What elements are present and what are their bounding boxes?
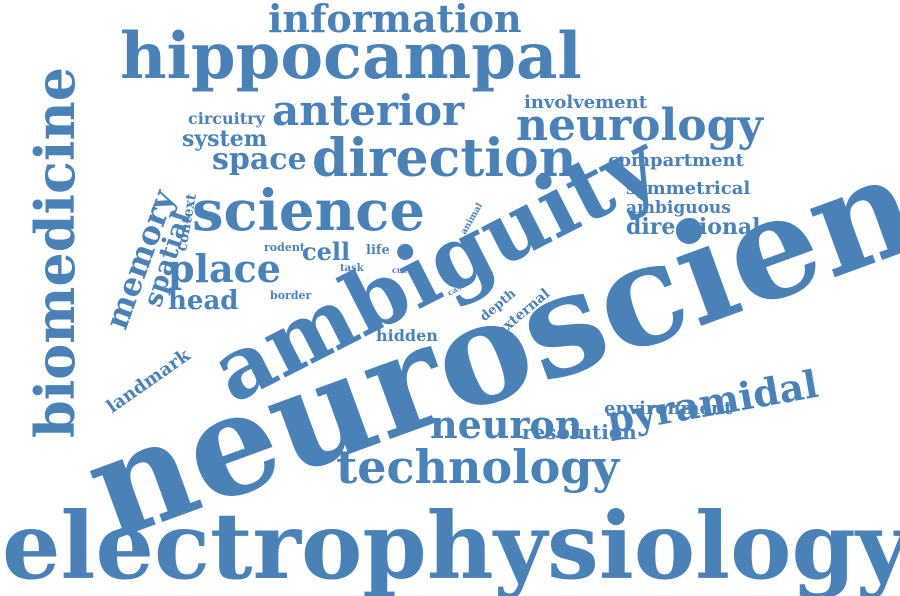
word-task: task [340, 263, 364, 274]
word-involvement: involvement [524, 92, 648, 113]
word-anterior: anterior [272, 86, 465, 135]
word-cell: cell [302, 237, 351, 266]
word-compartment: compartment [608, 150, 744, 171]
word-symmetrical: symmetrical [626, 178, 751, 199]
word-environment: environment [604, 398, 733, 419]
word-head: head [168, 286, 239, 316]
word-information: information [268, 0, 522, 41]
word-place: place [168, 246, 281, 291]
word-border: border [270, 289, 312, 302]
word-circuitry: circuitry [188, 109, 265, 128]
word-hippocampal: hippocampal [120, 19, 582, 94]
word-space: space [212, 142, 307, 177]
word-biomedicine: biomedicine [23, 66, 87, 438]
word-science: science [192, 178, 425, 244]
word-rodent: rodent [264, 241, 305, 254]
word-neurology: neurology [516, 100, 763, 151]
word-electrophysiology: electrophysiology [2, 492, 900, 596]
word-directional: directional [626, 214, 761, 240]
word-system: system [182, 126, 267, 152]
word-neuron: neuron [430, 402, 583, 447]
word-cue: cue [392, 265, 408, 275]
word-ambiguous: ambiguous [626, 198, 731, 218]
word-hidden: hidden [376, 326, 438, 345]
word-resolution: resolution [522, 420, 637, 444]
word-life: life [366, 243, 390, 258]
word-technology: technology [336, 440, 620, 494]
word-direction: direction [312, 128, 577, 189]
